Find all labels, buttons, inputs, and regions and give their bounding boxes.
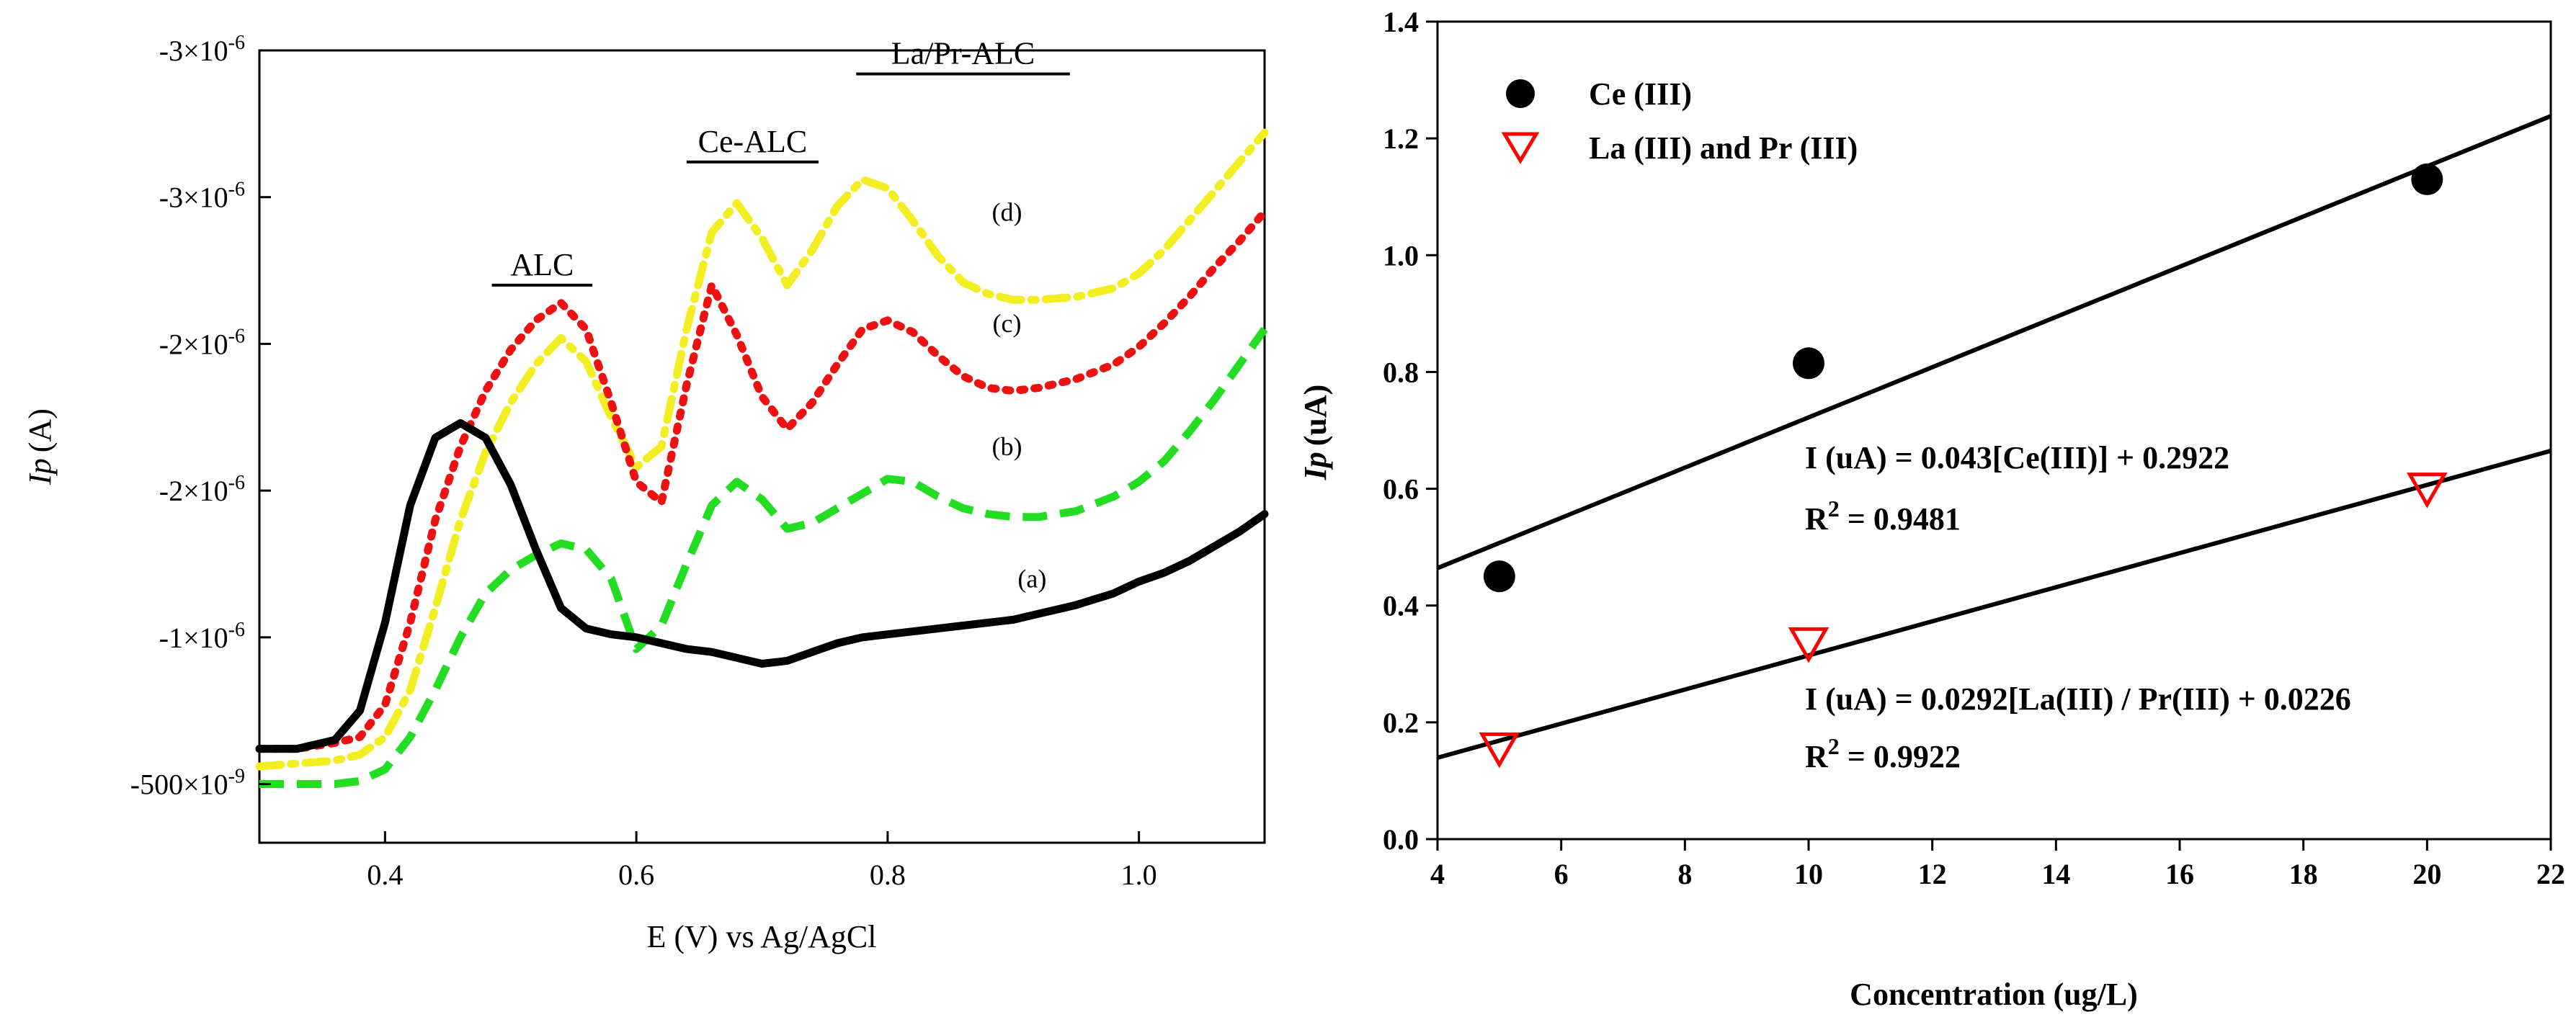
y-tick-exponent: -6	[228, 619, 245, 641]
la-pr-data-point	[1788, 627, 1830, 663]
legend-ce-marker	[1506, 79, 1535, 108]
y-tick-mantissa: -500×10	[130, 769, 228, 801]
calibration-y-axis-title: Ip (uA)	[1298, 385, 1333, 481]
la-pr-data-point	[1479, 732, 1520, 769]
calibration-x-axis: 4 6 8 10 12 14 16 18 20 22	[1430, 839, 2565, 890]
voltammogram-x-axis: 0.4 0.6 0.8 1.0	[367, 831, 1157, 891]
region-label-ce-alc: Ce-ALC	[698, 124, 808, 159]
la-pr-data-point	[2407, 473, 2448, 509]
y-tick-label: 1.0	[1383, 239, 1419, 272]
y-tick-exponent: -9	[228, 766, 245, 788]
y-tick-label: -3×10-6	[159, 179, 245, 214]
ce-data-point	[2411, 163, 2443, 195]
x-tick-label: 14	[2041, 858, 2070, 890]
y-tick-label: 0.2	[1383, 707, 1419, 739]
legend-la-pr-label: La (III) and Pr (III)	[1589, 130, 1858, 166]
y-tick-label: 0.4	[1383, 590, 1419, 622]
x-tick-label: 20	[2412, 858, 2441, 890]
y-tick-label: -1×10-6	[159, 619, 245, 654]
curve-d	[255, 128, 1269, 771]
voltammogram-y-axis-title-symbol: Ip	[22, 458, 58, 485]
curve-label-b: (b)	[992, 432, 1022, 461]
curve-label-c: (c)	[993, 309, 1022, 338]
ce-r-squared-symbol: R	[1805, 501, 1829, 537]
legend-la-pr-marker	[1501, 132, 1540, 164]
region-label-la-pr-alc: La/Pr-ALC	[891, 36, 1035, 71]
y-tick-mantissa: -2×10	[159, 328, 228, 360]
y-tick-exponent: -6	[228, 32, 245, 54]
y-tick-mantissa: -3×10	[159, 182, 228, 214]
calibration-y-axis: 0.0 0.2 0.4 0.6 0.8 1.0 1.2 1.4	[1383, 6, 1438, 856]
x-tick-label: 16	[2165, 858, 2194, 890]
x-tick-label: 1.0	[1121, 859, 1157, 891]
y-tick-label: 1.2	[1383, 122, 1419, 155]
y-tick-label: 0.8	[1383, 356, 1419, 388]
calibration-y-axis-title-unit: (uA)	[1298, 385, 1333, 447]
la-pr-regression-equation: I (uA) = 0.0292[La(III) / Pr(III) + 0.02…	[1805, 681, 2351, 717]
voltammogram-y-axis-title: Ip (A)	[22, 408, 58, 485]
y-tick-mantissa: -3×10	[159, 35, 228, 67]
calibration-plot-frame	[1436, 20, 2552, 841]
x-tick-label: 22	[2536, 858, 2565, 890]
y-tick-mantissa: -1×10	[159, 622, 228, 654]
y-tick-exponent: -6	[228, 179, 245, 201]
ce-r-squared-value: = 0.9481	[1840, 501, 1961, 537]
legend: Ce (III) La (III) and Pr (III)	[1501, 76, 1858, 166]
voltammogram-x-axis-title: E (V) vs Ag/AgCl	[647, 919, 877, 954]
curve-labels: (a) (b) (c) (d)	[992, 197, 1047, 593]
legend-ce-label: Ce (III)	[1589, 76, 1692, 112]
calibration-points	[1479, 163, 2448, 769]
voltammogram-panel: 0.4 0.6 0.8 1.0 -500×10-9-1×10-6-2×10-6-2×1…	[22, 32, 1269, 954]
curve-label-a: (a)	[1017, 565, 1046, 594]
x-tick-label: 0.6	[618, 859, 654, 891]
ce-r-squared: R2 = 0.9481	[1805, 496, 1961, 537]
y-tick-exponent: -6	[228, 472, 245, 494]
y-tick-mantissa: -2×10	[159, 475, 228, 507]
y-tick-label: -2×10-6	[159, 472, 245, 507]
curve-label-d: (d)	[992, 197, 1022, 226]
region-label-alc: ALC	[510, 247, 574, 282]
la-pr-r-squared: R2 = 0.9922	[1805, 733, 1961, 774]
la-pr-r-squared-exponent: 2	[1828, 733, 1840, 759]
y-tick-exponent: -6	[228, 325, 245, 347]
x-tick-label: 12	[1918, 858, 1947, 890]
x-tick-label: 4	[1430, 858, 1445, 890]
ce-r-squared-exponent: 2	[1828, 496, 1840, 521]
voltammogram-y-axis: -500×10-9-1×10-6-2×10-6-2×10-6-3×10-6-3×…	[130, 32, 271, 801]
ce-data-point	[1793, 347, 1824, 380]
ce-data-point	[1483, 560, 1515, 593]
x-tick-label: 0.4	[367, 859, 403, 891]
x-tick-label: 8	[1677, 858, 1692, 890]
regression-lines	[1436, 114, 2552, 760]
calibration-panel: 4 6 8 10 12 14 16 18 20 22 0.00.20.40.60.81.01.21…	[1298, 6, 2565, 1012]
x-tick-label: 10	[1794, 858, 1823, 890]
voltammogram-curves	[255, 128, 1269, 788]
y-tick-label: 1.4	[1383, 6, 1419, 38]
la-pr-r-squared-value: = 0.9922	[1840, 739, 1961, 774]
x-tick-label: 0.8	[870, 859, 906, 891]
curve-c	[255, 207, 1269, 753]
region-labels: ALC Ce-ALC La/Pr-ALC	[491, 36, 1070, 287]
calibration-x-axis-title: Concentration (ug/L)	[1850, 977, 2138, 1012]
y-tick-label: -500×10-9	[130, 766, 245, 801]
fit-line-ce-iii	[1436, 114, 2552, 570]
la-pr-r-squared-symbol: R	[1805, 739, 1829, 774]
y-tick-label: -3×10-6	[159, 32, 245, 67]
x-tick-label: 6	[1554, 858, 1569, 890]
y-tick-label: 0.6	[1383, 473, 1419, 506]
ce-regression-equation: I (uA) = 0.043[Ce(III)] + 0.2922	[1805, 440, 2229, 475]
y-tick-label: -2×10-6	[159, 325, 245, 360]
y-tick-label: 0.0	[1383, 823, 1419, 856]
curve-b	[259, 326, 1268, 788]
voltammogram-y-axis-title-unit: (A)	[22, 408, 58, 452]
voltammogram-plot-frame	[258, 49, 1266, 844]
calibration-y-axis-title-symbol: Ip	[1298, 452, 1333, 480]
x-tick-label: 18	[2289, 858, 2318, 890]
fit-line-la-iii-and-pr-iii	[1437, 448, 2552, 760]
curve-a	[255, 418, 1269, 753]
